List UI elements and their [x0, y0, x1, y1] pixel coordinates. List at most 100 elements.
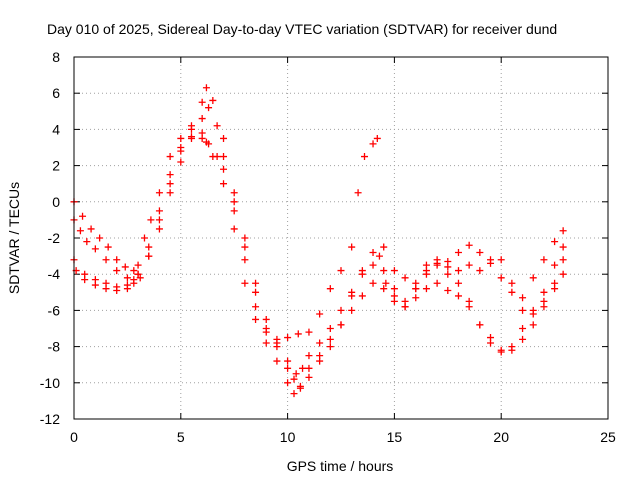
data-point	[529, 306, 537, 314]
data-point	[177, 147, 185, 155]
data-point	[241, 256, 249, 264]
data-point	[145, 243, 153, 251]
data-point	[121, 263, 129, 271]
data-point	[529, 274, 537, 282]
data-point	[230, 207, 238, 215]
data-point	[559, 256, 567, 264]
data-point	[348, 306, 356, 314]
data-point	[198, 98, 206, 106]
data-point	[230, 225, 238, 233]
data-point	[76, 227, 84, 235]
data-point	[292, 370, 300, 378]
data-point	[551, 238, 559, 246]
data-point	[198, 115, 206, 123]
y-tick-label: -6	[48, 302, 61, 318]
data-point	[305, 328, 313, 336]
data-point	[305, 373, 313, 381]
data-markers	[70, 84, 567, 398]
data-point	[433, 279, 441, 287]
data-point	[316, 310, 324, 318]
data-point	[296, 384, 304, 392]
data-point	[326, 343, 334, 351]
data-point	[177, 134, 185, 142]
data-point	[273, 343, 281, 351]
data-point	[559, 270, 567, 278]
data-point	[422, 285, 430, 293]
data-point	[497, 274, 505, 282]
y-axis-label: SDTVAR / TECUs	[6, 182, 22, 294]
data-point	[252, 288, 260, 296]
data-point	[155, 207, 163, 215]
data-point	[444, 263, 452, 271]
data-point	[205, 140, 213, 148]
data-point	[519, 335, 527, 343]
data-point	[220, 180, 228, 188]
data-point	[401, 303, 409, 311]
data-point	[390, 267, 398, 275]
data-point	[83, 238, 91, 246]
data-point	[559, 243, 567, 251]
tick-labels: 0 5 10 15 20 25 -12 -10 -8 -6 -4 -2 0 2 4 6 8	[40, 49, 616, 445]
data-point	[316, 357, 324, 365]
data-point	[354, 189, 362, 197]
x-tick-label: 0	[70, 429, 78, 445]
data-point	[213, 153, 221, 161]
data-point	[487, 259, 495, 267]
data-point	[360, 153, 368, 161]
data-point	[262, 339, 270, 347]
data-point	[187, 133, 195, 141]
data-point	[102, 285, 110, 293]
x-tick-label: 25	[600, 429, 616, 445]
data-point	[369, 261, 377, 269]
y-tick-label: 6	[52, 85, 60, 101]
data-point	[202, 84, 210, 92]
data-point	[540, 297, 548, 305]
data-point	[284, 364, 292, 372]
data-point	[205, 104, 213, 112]
x-tick-label: 15	[387, 429, 403, 445]
data-point	[113, 267, 121, 275]
data-point	[230, 198, 238, 206]
data-point	[476, 321, 484, 329]
chart-title: Day 010 of 2025, Sidereal Day-to-day VTE…	[47, 21, 557, 37]
data-point	[166, 153, 174, 161]
data-point	[134, 270, 142, 278]
y-tick-label: 0	[52, 194, 60, 210]
data-point	[369, 279, 377, 287]
data-point	[454, 279, 462, 287]
data-point	[273, 357, 281, 365]
data-point	[412, 285, 420, 293]
data-point	[519, 306, 527, 314]
data-point	[380, 285, 388, 293]
data-point	[476, 267, 484, 275]
axis-ticks	[73, 56, 609, 420]
data-point	[337, 321, 345, 329]
data-point	[454, 292, 462, 300]
data-point	[134, 261, 142, 269]
data-point	[166, 171, 174, 179]
data-point	[91, 245, 99, 253]
data-point	[252, 315, 260, 323]
data-point	[155, 189, 163, 197]
data-point	[273, 335, 281, 343]
data-point	[465, 241, 473, 249]
data-point	[241, 243, 249, 251]
data-series	[72, 133, 567, 354]
data-point	[497, 256, 505, 264]
data-point	[294, 330, 302, 338]
data-point	[305, 364, 313, 372]
data-point	[145, 252, 153, 260]
data-point	[220, 134, 228, 142]
data-point	[113, 286, 121, 294]
data-point	[102, 256, 110, 264]
data-point	[147, 216, 155, 224]
data-point	[123, 281, 131, 289]
data-point	[113, 256, 121, 264]
data-point	[290, 375, 298, 383]
data-point	[123, 274, 131, 282]
data-point	[198, 134, 206, 142]
data-point	[177, 158, 185, 166]
